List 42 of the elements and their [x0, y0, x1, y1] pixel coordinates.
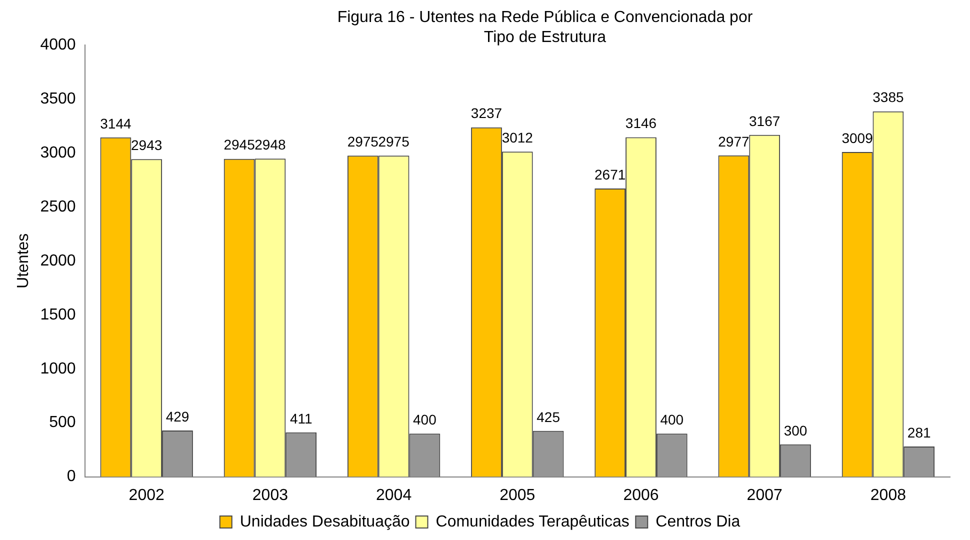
data-label: 425	[536, 408, 560, 425]
legend-label: Unidades Desabituação	[240, 513, 410, 530]
data-label: 3167	[749, 112, 780, 129]
data-label: 2948	[254, 136, 286, 152]
y-tick-label: 4000	[40, 36, 76, 54]
data-label: 2945	[224, 136, 256, 153]
data-label: 3144	[100, 115, 132, 132]
y-tick-label: 2000	[40, 252, 76, 270]
y-tick-label: 500	[49, 414, 76, 432]
chart-title: Figura 16 - Utentes na Rede Pública e Convencionada por Tipo de Estrutura	[336, 8, 754, 48]
data-label: 3009	[842, 130, 874, 146]
data-label: 3237	[470, 105, 502, 122]
legend-label: Centros Dia	[656, 513, 740, 530]
legend-label: Comunidades Terapêuticas	[436, 513, 630, 530]
y-tick-label: 1500	[40, 306, 76, 324]
data-label: 429	[166, 408, 190, 424]
y-axis-title: Utentes	[15, 233, 32, 288]
data-label: 400	[413, 411, 437, 428]
data-label: 2671	[594, 166, 626, 182]
data-label: 2943	[131, 136, 162, 153]
data-label: 2975	[378, 134, 410, 150]
x-tick-label: 2004	[376, 486, 412, 504]
data-label: 400	[660, 411, 684, 428]
x-tick-label: 2002	[128, 486, 164, 504]
data-label: 300	[784, 422, 808, 438]
data-label: 411	[290, 410, 312, 426]
data-label: 2977	[718, 133, 750, 150]
x-tick-label: 2006	[623, 486, 659, 504]
data-label: 3146	[625, 115, 657, 132]
x-tick-label: 2007	[746, 486, 782, 504]
data-label: 2975	[347, 134, 379, 150]
y-tick-label: 3000	[40, 144, 76, 162]
data-label: 3012	[502, 130, 534, 146]
x-tick-label: 2005	[500, 486, 536, 504]
x-tick-label: 2003	[252, 486, 288, 504]
x-tick-label: 2008	[870, 486, 906, 504]
data-label: 3385	[872, 89, 904, 106]
data-label: 281	[907, 424, 931, 440]
y-tick-label: 0	[66, 468, 76, 486]
y-tick-label: 3500	[40, 90, 76, 108]
y-tick-label: 2500	[40, 198, 76, 216]
y-tick-label: 1000	[40, 360, 76, 378]
